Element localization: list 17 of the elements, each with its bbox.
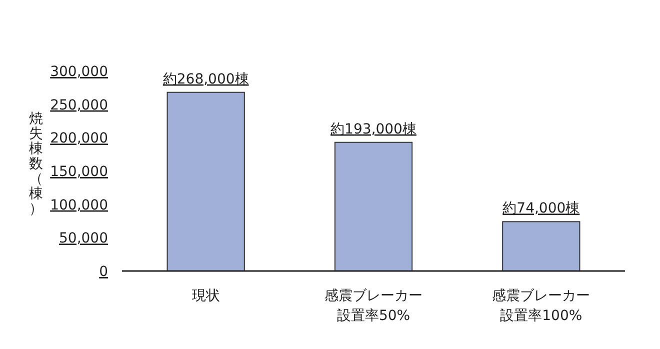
data-label: 約268,000棟 — [162, 71, 249, 88]
bar — [334, 142, 413, 272]
bar — [166, 92, 245, 272]
y-tick-label: 0 — [99, 264, 108, 280]
y-tick-label: 200,000 — [50, 130, 108, 147]
x-tick-label: 現状 — [192, 288, 220, 304]
y-tick-label: 300,000 — [50, 64, 108, 80]
y-tick-label: 150,000 — [50, 164, 108, 180]
y-tick-label: 100,000 — [50, 197, 108, 214]
y-tick-label: 250,000 — [50, 97, 108, 114]
x-tick-label: 感震ブレーカー設置率50% — [324, 288, 422, 324]
data-label: 約74,000棟 — [502, 200, 580, 217]
y-tick-label: 50,000 — [59, 230, 108, 247]
x-tick-label: 感震ブレーカー設置率100% — [492, 288, 590, 324]
y-axis-title: 焼失棟数（棟） — [29, 111, 43, 217]
data-label: 約193,000棟 — [330, 121, 416, 138]
bar — [502, 221, 580, 272]
